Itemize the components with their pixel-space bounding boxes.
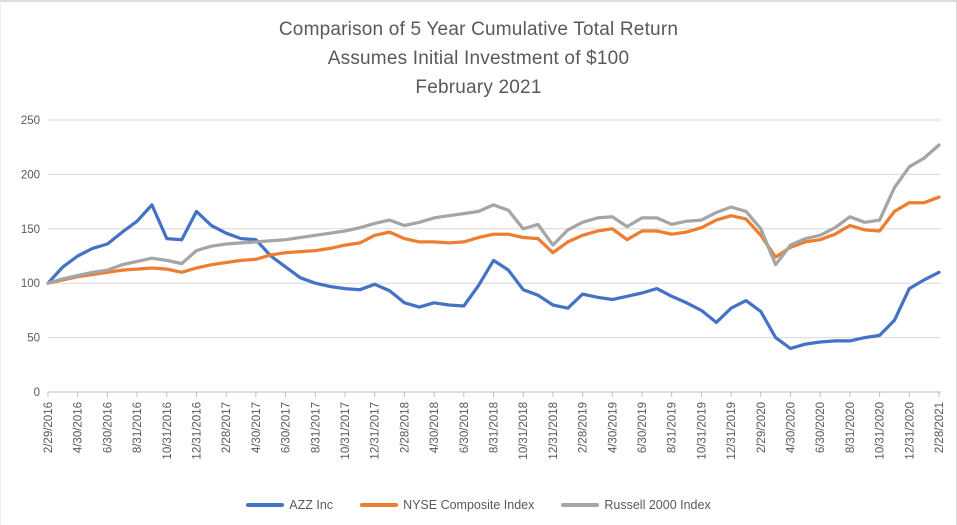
chart-title-line1: Comparison of 5 Year Cumulative Total Re…	[278, 19, 679, 40]
x-axis-tick-label: 12/31/2018	[548, 402, 560, 460]
x-axis-tick-label: 8/31/2018	[489, 402, 501, 453]
x-axis-tick-label: 4/30/2018	[429, 402, 441, 453]
x-axis-tick-label: 4/30/2017	[251, 402, 263, 453]
series-line-russell-2000-index	[46, 143, 941, 285]
x-axis-tick-label: 8/31/2016	[132, 402, 144, 453]
y-axis-tick-label: 100	[21, 278, 40, 290]
x-axis-tick-label: 4/30/2019	[607, 402, 619, 453]
x-axis-tick-label: 6/30/2018	[459, 402, 471, 453]
y-axis-tick-label: 0	[34, 387, 40, 399]
x-axis-tick-label: 2/28/2018	[399, 402, 411, 453]
x-axis-tick-label: 10/31/2018	[518, 402, 530, 460]
legend-line-swatch-russell	[561, 503, 600, 507]
x-axis-tick-label: 2/28/2017	[221, 402, 233, 453]
x-axis-tick-label: 4/30/2016	[73, 402, 85, 453]
x-axis-tick-label: 6/30/2020	[815, 402, 827, 453]
chart-legend: AZZ Inc NYSE Composite Index Russell 200…	[1, 498, 956, 512]
legend-label-nyse: NYSE Composite Index	[403, 498, 535, 512]
legend-item-nyse-composite: NYSE Composite Index	[360, 498, 534, 512]
chart-title-line2: Assumes Initial Investment of $100	[327, 48, 630, 69]
x-axis-tick-label: 10/31/2019	[696, 402, 708, 460]
legend-label-russell: Russell 2000 Index	[604, 498, 711, 512]
x-axis-tick-label: 12/31/2017	[370, 402, 382, 460]
legend-item-russell-2000: Russell 2000 Index	[561, 498, 711, 512]
x-axis-tick-label: 2/29/2016	[43, 402, 55, 453]
x-axis-tick-label: 12/31/2020	[904, 402, 916, 460]
x-axis-tick-label: 10/31/2017	[340, 402, 352, 460]
x-axis-tick-label: 4/30/2020	[786, 402, 798, 453]
x-axis-tick-label: 8/31/2020	[845, 402, 857, 453]
chart-title-line3: February 2021	[415, 77, 542, 98]
series-line-azz-inc	[46, 203, 941, 351]
x-axis-tick-label: 6/30/2019	[637, 402, 649, 453]
x-axis-tick-label: 6/30/2017	[281, 402, 293, 453]
x-axis-tick-label: 2/28/2019	[578, 402, 590, 453]
x-axis-tick-label: 8/31/2017	[310, 402, 322, 453]
legend-item-azz-inc: AZZ Inc	[246, 498, 333, 512]
x-axis-tick-label: 10/31/2020	[875, 402, 887, 460]
y-axis-tick-label: 200	[21, 169, 40, 181]
x-axis-tick-label: 2/29/2020	[756, 402, 768, 453]
x-axis-tick-label: 8/31/2019	[667, 402, 679, 453]
x-axis-tick-label: 6/30/2016	[102, 402, 114, 453]
x-axis-tick-label: 12/31/2019	[726, 402, 738, 460]
legend-label-azz: AZZ Inc	[289, 498, 334, 512]
y-axis-tick-label: 250	[21, 115, 40, 127]
x-axis-tick-label: 12/31/2016	[192, 402, 204, 460]
legend-line-swatch-nyse	[360, 503, 399, 507]
y-axis-tick-label: 150	[21, 224, 40, 236]
x-axis-tick-label: 10/31/2016	[162, 402, 174, 460]
y-axis-tick-label: 50	[27, 333, 40, 345]
legend-line-swatch-azz	[246, 503, 285, 507]
x-axis-tick-label: 2/28/2021	[934, 402, 946, 453]
chart-title: Comparison of 5 Year Cumulative Total Re…	[1, 15, 956, 102]
